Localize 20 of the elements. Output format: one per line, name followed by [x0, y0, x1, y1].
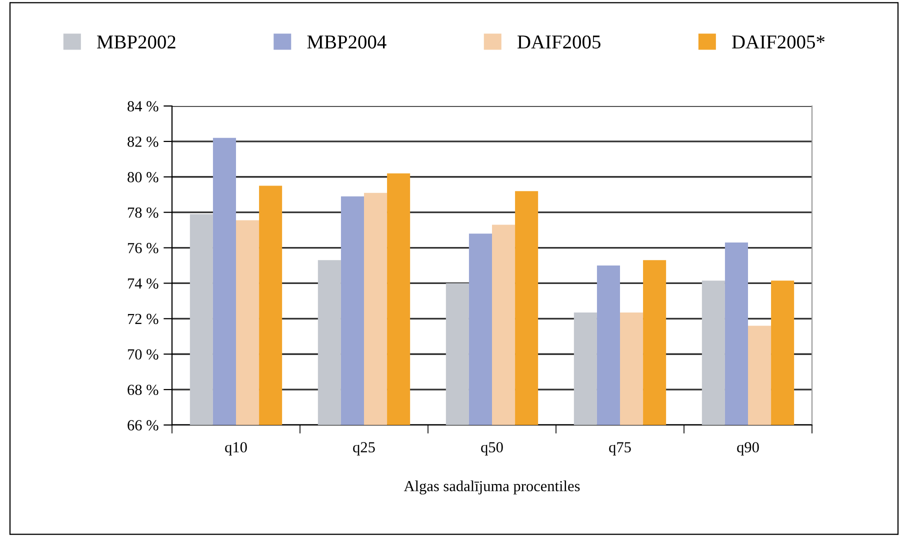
x-tick-label: q10 [225, 442, 247, 456]
y-tick-label: 66 % [128, 420, 158, 430]
x-axis-title: Algas sadalījuma procentiles [404, 480, 580, 494]
y-tick-label: 68 % [128, 384, 158, 396]
y-tick-label: 74 % [128, 278, 158, 289]
x-tick-label: q90 [737, 442, 759, 456]
y-tick-label: 76 % [128, 242, 158, 254]
legend-label: MBP2002 [97, 35, 176, 49]
x-tick-label: q25 [353, 442, 375, 456]
y-tick-label: 72 % [128, 314, 158, 324]
legend-label: DAIF2005* [732, 35, 825, 49]
y-tick-label: 80 % [128, 172, 158, 182]
y-tick-label: 78 % [128, 207, 158, 218]
y-tick-label: 84 % [128, 101, 158, 112]
y-tick-label: 70 % [128, 349, 158, 360]
x-tick-label: q50 [481, 442, 503, 456]
legend-label: MBP2004 [307, 35, 386, 49]
legend-label: DAIF2005 [517, 35, 600, 49]
x-tick-label: q75 [609, 442, 631, 456]
y-tick-label: 82 % [128, 136, 158, 147]
